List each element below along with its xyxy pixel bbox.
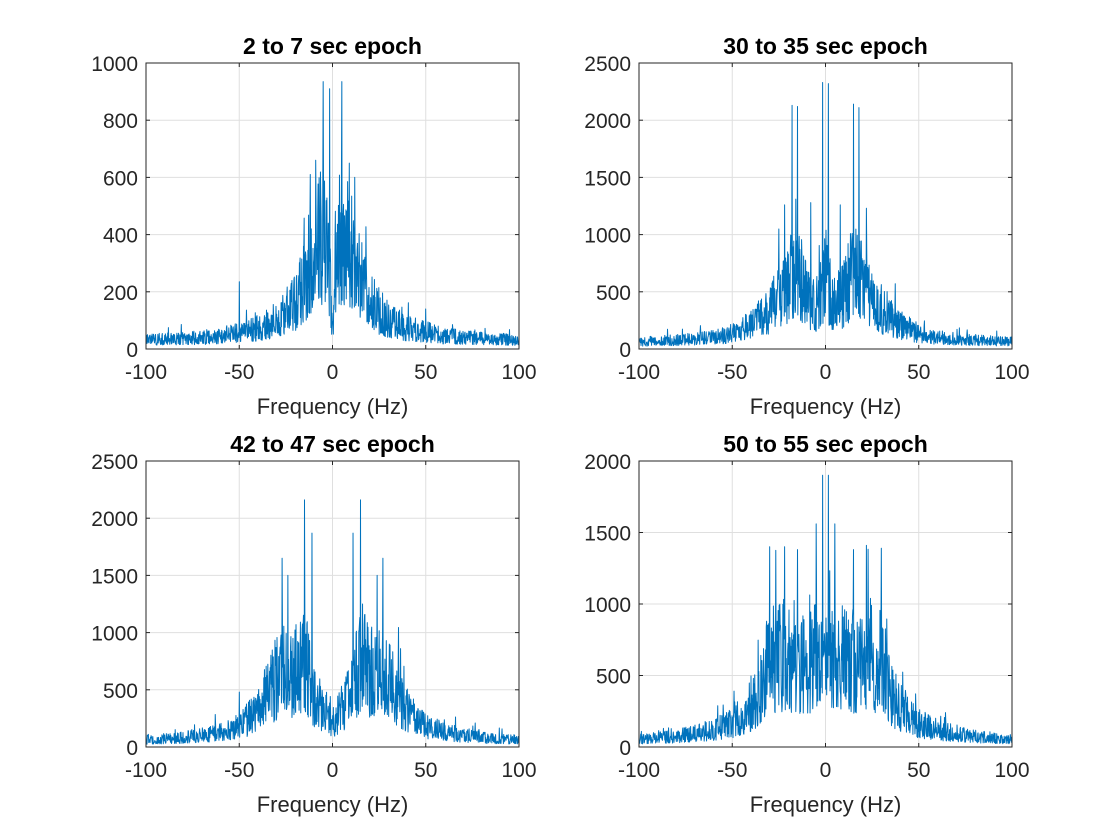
y-tick-label: 2000 — [584, 110, 631, 133]
x-tick-label: 100 — [994, 759, 1029, 782]
x-tick-label: 50 — [907, 759, 930, 782]
subplot-title: 42 to 47 sec epoch — [230, 431, 435, 457]
spectrum-line — [638, 474, 1013, 745]
x-tick-label: 100 — [994, 361, 1029, 384]
x-tick-label: -100 — [125, 361, 167, 384]
x-tick-label: 50 — [907, 361, 930, 384]
spectrum-line — [145, 499, 520, 745]
x-tick-label: 0 — [327, 361, 339, 384]
y-tick-label: 2000 — [584, 451, 631, 474]
y-tick-label: 0 — [619, 339, 631, 362]
y-tick-label: 1000 — [91, 53, 138, 76]
y-tick-label: 500 — [596, 666, 631, 689]
y-tick-label: 500 — [596, 282, 631, 305]
y-tick-label: 1000 — [584, 225, 631, 248]
y-tick-label: 1000 — [91, 623, 138, 646]
y-tick-label: 1000 — [584, 594, 631, 617]
x-tick-label: 0 — [820, 361, 832, 384]
y-tick-label: 1500 — [91, 565, 138, 588]
x-axis-label: Frequency (Hz) — [750, 394, 902, 419]
y-tick-label: 0 — [126, 339, 138, 362]
subplot-title: 50 to 55 sec epoch — [723, 431, 928, 457]
x-axis-label: Frequency (Hz) — [257, 792, 409, 817]
x-tick-label: -50 — [224, 361, 254, 384]
y-tick-label: 200 — [103, 282, 138, 305]
y-tick-label: 800 — [103, 110, 138, 133]
subplot-title: 2 to 7 sec epoch — [243, 33, 422, 59]
x-axis-label: Frequency (Hz) — [750, 792, 902, 817]
y-tick-label: 2000 — [91, 508, 138, 531]
y-tick-label: 2500 — [584, 53, 631, 76]
x-tick-label: -50 — [717, 759, 747, 782]
y-tick-label: 400 — [103, 225, 138, 248]
x-tick-label: 100 — [501, 361, 536, 384]
x-tick-label: -50 — [224, 759, 254, 782]
y-tick-label: 0 — [619, 737, 631, 760]
spectrum-line — [638, 81, 1013, 347]
y-tick-label: 1500 — [584, 167, 631, 190]
x-tick-label: 50 — [414, 759, 437, 782]
x-tick-label: 100 — [501, 759, 536, 782]
x-tick-label: -50 — [717, 361, 747, 384]
x-tick-label: 0 — [327, 759, 339, 782]
y-tick-label: 0 — [126, 737, 138, 760]
y-tick-label: 600 — [103, 167, 138, 190]
x-tick-label: 50 — [414, 361, 437, 384]
spectrum-line — [145, 81, 520, 346]
x-tick-label: -100 — [618, 361, 660, 384]
subplot-title: 30 to 35 sec epoch — [723, 33, 928, 59]
y-tick-label: 1500 — [584, 523, 631, 546]
x-axis-label: Frequency (Hz) — [257, 394, 409, 419]
y-tick-label: 2500 — [91, 451, 138, 474]
y-tick-label: 500 — [103, 680, 138, 703]
x-tick-label: -100 — [125, 759, 167, 782]
x-tick-label: -100 — [618, 759, 660, 782]
x-tick-label: 0 — [820, 759, 832, 782]
